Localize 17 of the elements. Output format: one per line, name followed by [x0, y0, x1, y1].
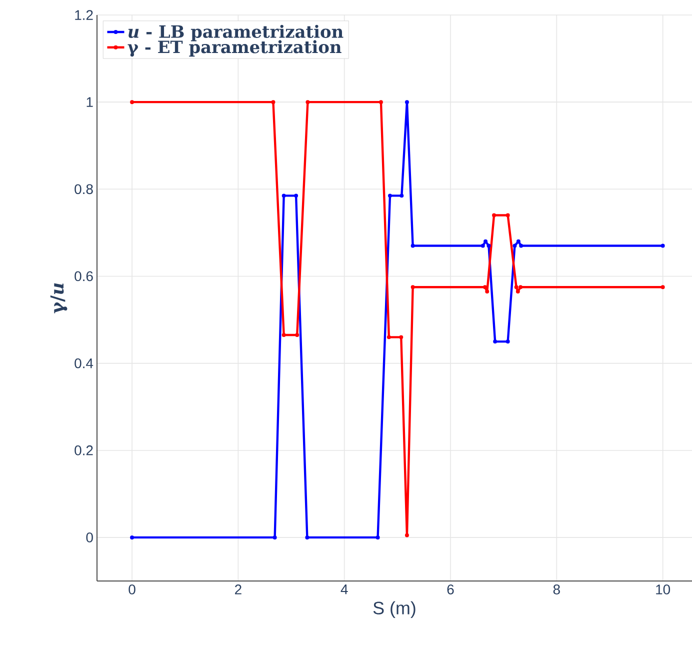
- x-tick-label: 0: [128, 584, 136, 594]
- x-tick-label: 10: [656, 584, 670, 594]
- x-tick-label: 6: [447, 584, 454, 594]
- x-axis-title: S (m): [373, 601, 416, 618]
- y-tick-label: 0: [86, 532, 93, 542]
- y-tick-label: 1: [86, 97, 93, 107]
- y-axis-title: γ/u: [50, 283, 68, 314]
- y-tick-label: 1.2: [75, 10, 93, 20]
- y-tick-label: 0.2: [74, 445, 93, 456]
- y-tick-label: 0.6: [74, 271, 93, 282]
- y-tick-label: 0.8: [74, 184, 93, 194]
- legend-label: u - LB parametrization: [128, 24, 344, 42]
- y-tick-label: 0.4: [74, 358, 94, 368]
- legend-label: γ - ET parametrization: [128, 40, 342, 57]
- x-tick-label: 8: [553, 584, 560, 594]
- x-tick-label: 2: [235, 584, 242, 594]
- x-tick-label: 4: [340, 584, 348, 594]
